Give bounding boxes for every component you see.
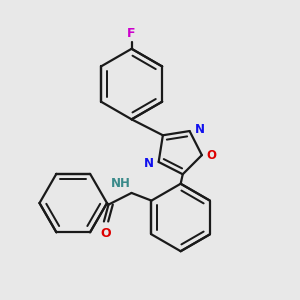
Text: N: N bbox=[194, 123, 205, 136]
Text: F: F bbox=[127, 27, 136, 40]
Text: O: O bbox=[100, 227, 111, 240]
Text: N: N bbox=[144, 157, 154, 170]
Text: O: O bbox=[207, 148, 217, 162]
Text: NH: NH bbox=[111, 178, 130, 190]
